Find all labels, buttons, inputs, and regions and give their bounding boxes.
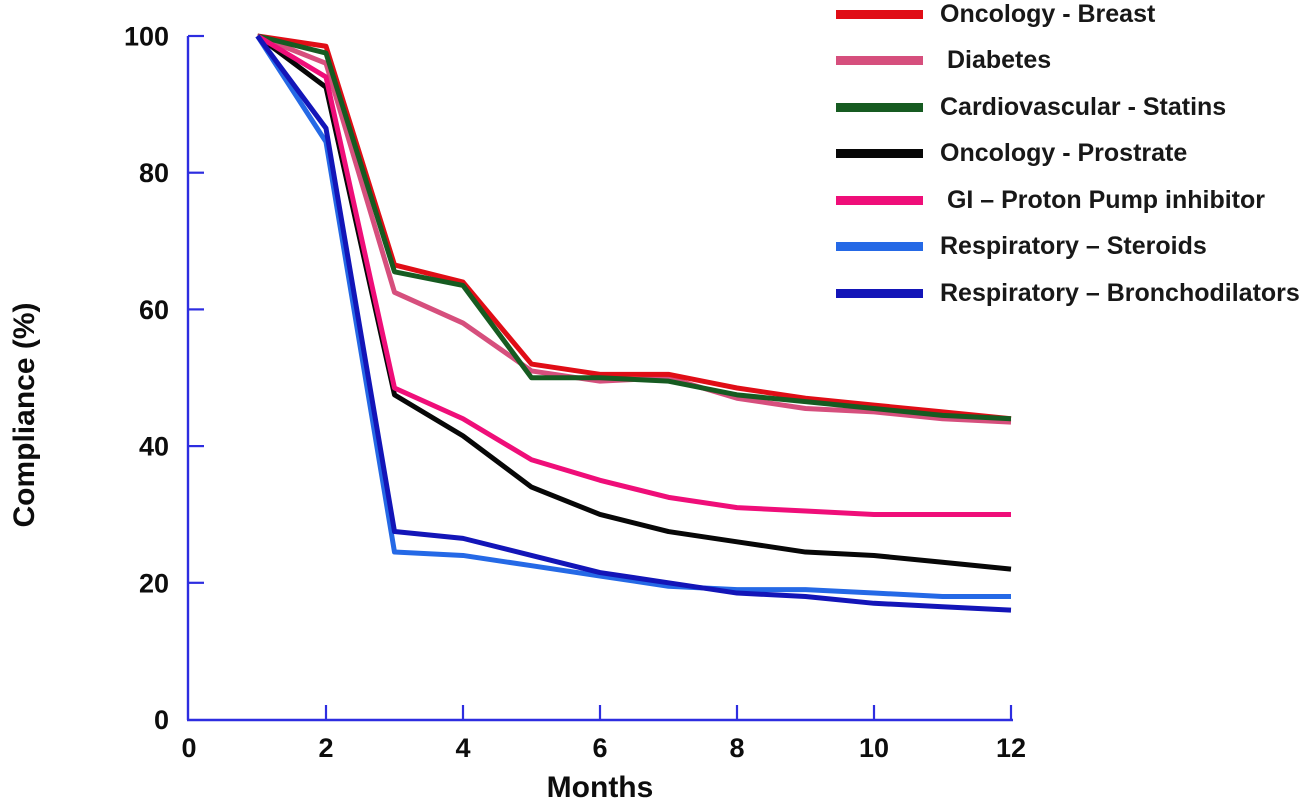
legend-swatch-gi-proton-pump-inhibitor: [836, 195, 923, 205]
legend-item: Oncology - Prostrate: [836, 131, 1300, 178]
legend-swatch-diabetes: [836, 56, 923, 66]
legend-item: Diabetes: [836, 38, 1300, 85]
legend-item: Cardiovascular - Statins: [836, 84, 1300, 131]
y-tick-label: 100: [124, 22, 169, 52]
legend-item: Oncology - Breast: [836, 0, 1300, 38]
legend-label: Oncology - Breast: [940, 0, 1156, 28]
x-tick-label: 0: [181, 733, 196, 763]
x-tick-label: 10: [859, 733, 889, 763]
y-tick-label: 0: [154, 705, 169, 735]
legend-label: Oncology - Prostrate: [940, 139, 1188, 168]
y-tick-label: 60: [139, 295, 169, 325]
series-line-cardiovascular-statins: [256, 33, 1012, 422]
legend-label: Diabetes: [940, 46, 1052, 75]
legend-label: Respiratory – Bronchodilators: [940, 278, 1300, 307]
x-tick-label: 4: [455, 733, 470, 763]
legend-swatch-oncology-breast: [836, 9, 923, 19]
legend-item: GI – Proton Pump inhibitor: [836, 177, 1300, 224]
x-tick-label: 6: [592, 733, 607, 763]
y-axis-title: Compliance (%): [8, 302, 41, 528]
legend-label: GI – Proton Pump inhibitor: [940, 185, 1265, 214]
legend-label: Respiratory – Steroids: [940, 232, 1207, 261]
y-tick-label: 20: [139, 568, 169, 598]
legend-item: Respiratory – Bronchodilators: [836, 270, 1300, 317]
legend-swatch-oncology-prostrate: [836, 149, 923, 159]
chart-legend: Oncology - Breast Diabetes Cardiovascula…: [836, 0, 1300, 317]
legend-swatch-cardiovascular-statins: [836, 102, 923, 112]
legend-swatch-respiratory-steroids: [836, 242, 923, 252]
x-tick-label: 12: [996, 733, 1026, 763]
x-tick-label: 8: [729, 733, 744, 763]
legend-item: Respiratory – Steroids: [836, 224, 1300, 271]
x-tick-label: 2: [318, 733, 333, 763]
series-line-gi-proton-pump-inhibitor: [256, 33, 1011, 517]
y-tick-label: 40: [139, 432, 169, 462]
legend-label: Cardiovascular - Statins: [940, 92, 1227, 121]
x-axis-title: Months: [546, 771, 654, 804]
y-tick-label: 80: [139, 158, 169, 188]
legend-swatch-respiratory-bronchodilators: [836, 288, 923, 298]
series-line-respiratory-steroids: [255, 34, 1011, 599]
series-line-respiratory-bronchodilators: [255, 34, 1012, 613]
